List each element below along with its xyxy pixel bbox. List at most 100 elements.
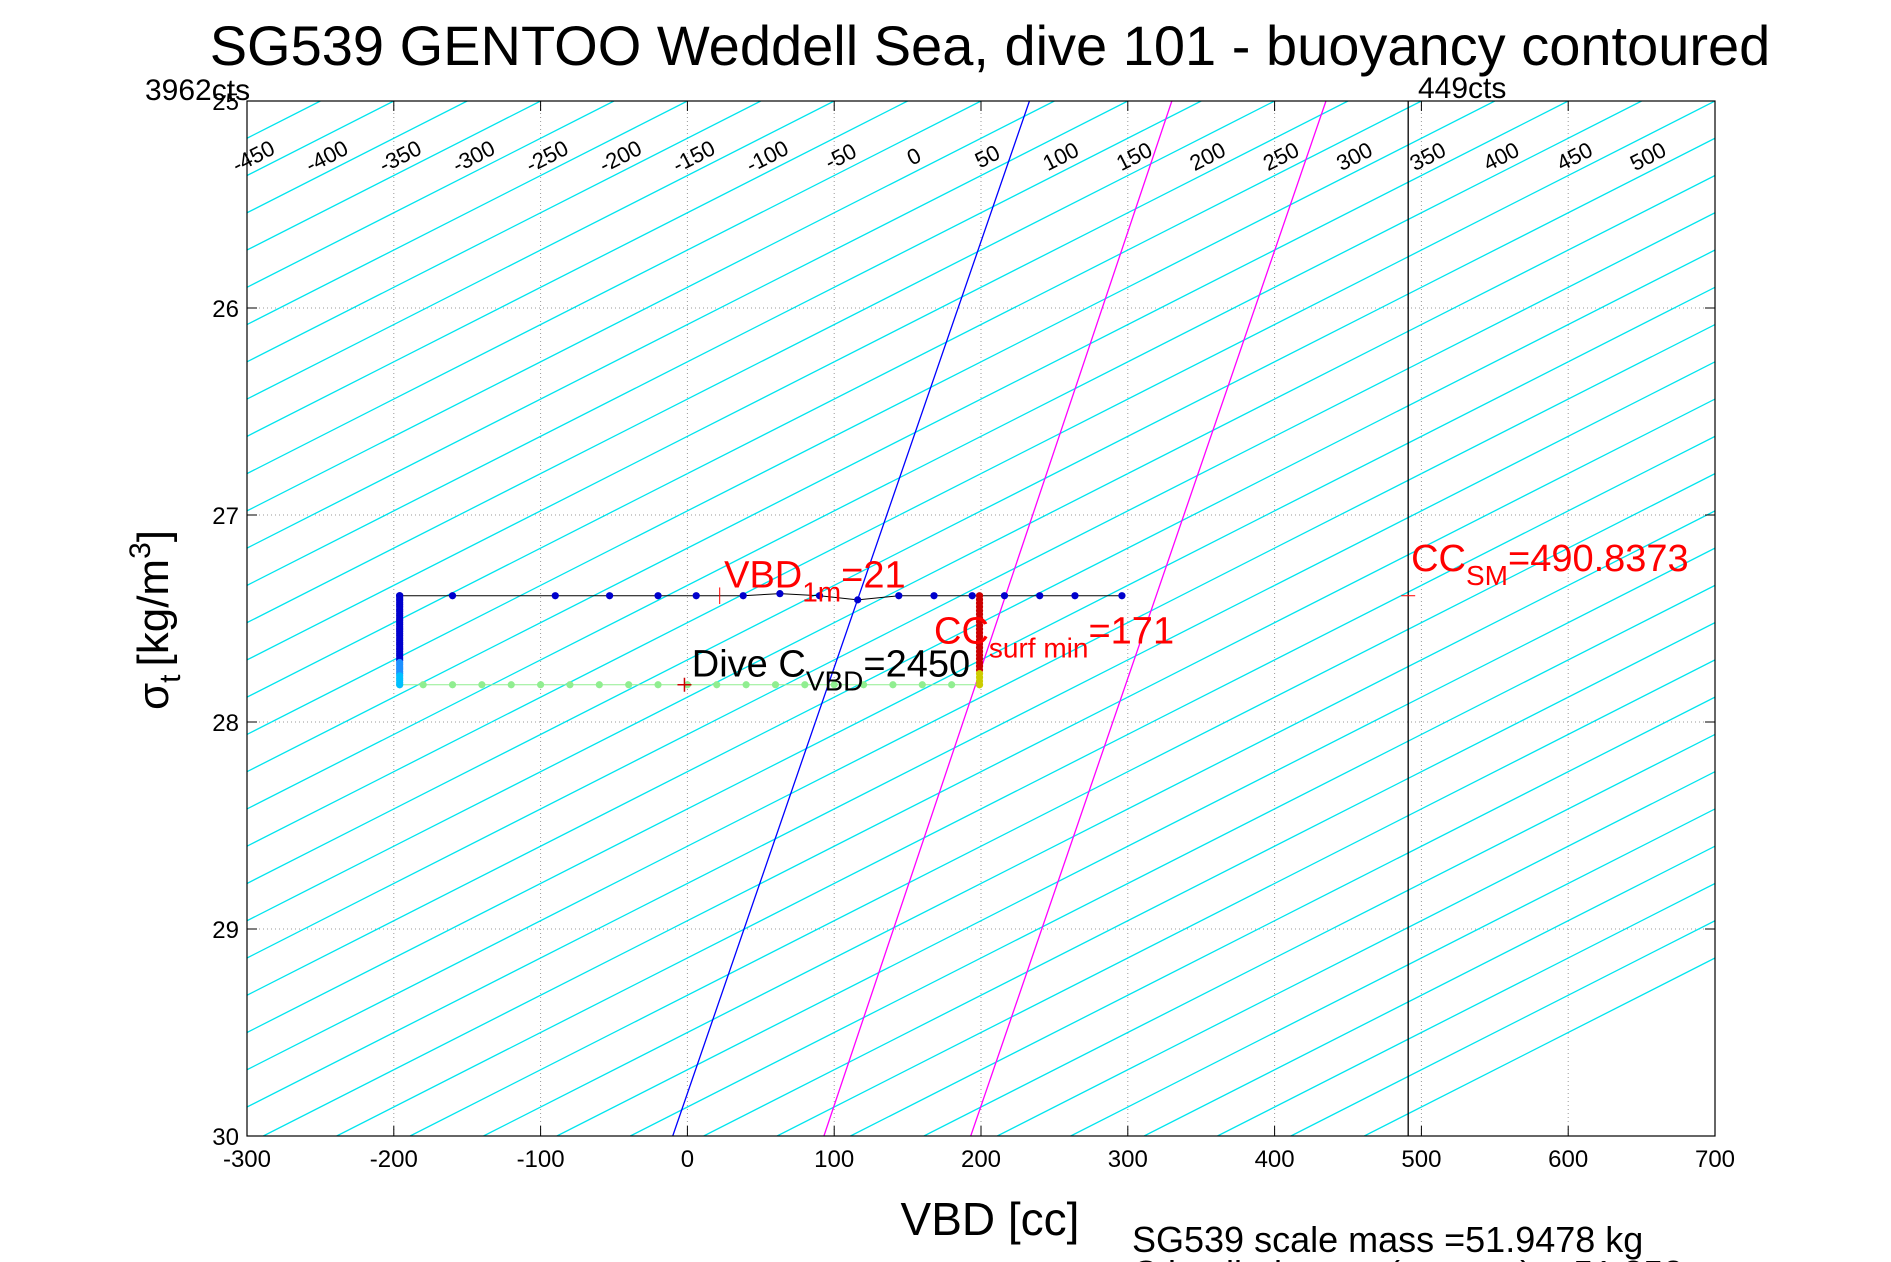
contour-line <box>483 510 1715 1136</box>
data-point <box>654 592 662 600</box>
footer-line: C implied mass (apogee) = 51.853 <box>1132 1253 1683 1262</box>
data-point <box>771 681 780 689</box>
contour-line <box>247 212 1715 959</box>
reference-line <box>823 101 1173 1136</box>
contour-line <box>336 435 1715 1136</box>
data-point <box>1071 592 1079 600</box>
contour-line <box>1364 957 1715 1136</box>
contour-line <box>1070 808 1715 1136</box>
contour-label: -250 <box>522 135 573 177</box>
data-point <box>776 590 784 598</box>
x-tick-label: -300 <box>223 1146 271 1173</box>
contour-line <box>703 621 1715 1136</box>
data-point <box>889 681 897 689</box>
data-point <box>448 681 457 689</box>
reference-line <box>970 101 1327 1136</box>
y-label-symbol: σ <box>129 683 178 710</box>
x-tick-label: 200 <box>961 1146 1001 1173</box>
contour-line <box>247 101 982 475</box>
data-point <box>625 681 633 689</box>
contour-line <box>263 398 1715 1136</box>
x-tick-label: 300 <box>1108 1146 1148 1173</box>
footer-line: SG539 scale mass =51.9478 kg <box>1132 1219 1643 1260</box>
data-point <box>1036 592 1044 600</box>
data-point <box>478 681 486 689</box>
data-point <box>551 592 559 600</box>
contour-line <box>247 249 1715 996</box>
contour-line <box>247 174 1715 922</box>
x-tick-label: 700 <box>1695 1146 1735 1173</box>
x-axis-ticks: -300 -200 -100 0 100 200 300 400 500 600 700 <box>223 101 1735 1173</box>
contour-line <box>247 286 1715 1034</box>
data-point <box>801 681 809 689</box>
contour-line <box>247 101 1275 624</box>
contour-label: 0 <box>903 142 925 170</box>
contour-line <box>997 770 1715 1136</box>
contour-line <box>247 101 908 438</box>
y-tick-label: 28 <box>212 710 239 737</box>
contour-line <box>247 101 688 326</box>
contour-line <box>247 101 1569 773</box>
x-tick-label: -100 <box>517 1146 565 1173</box>
annotation-subscript: VBD <box>806 665 864 696</box>
annotation: VBD1m=21 <box>724 554 906 607</box>
y-label-close: ] <box>129 530 178 542</box>
annotation-value: =2450 <box>863 643 970 685</box>
corner-label-right: 449cts <box>1418 72 1506 105</box>
contour-line <box>1290 919 1715 1136</box>
y-axis-ticks: 25 26 27 28 29 30 <box>212 89 1715 1151</box>
buoyancy-contours <box>0 101 1715 1136</box>
data-point <box>396 681 404 689</box>
reference-line <box>672 101 1031 1136</box>
data-point <box>854 596 862 604</box>
data-point <box>654 681 662 689</box>
contour-labels: -450 -400 -350 -300 -250 -200 -150 -100 -50 0 50 10… <box>228 135 1670 177</box>
annotation-value: =490.8373 <box>1508 538 1689 580</box>
x-tick-label: 400 <box>1255 1146 1295 1173</box>
contour-line <box>247 101 395 177</box>
annotation: Dive CVBD=2450 <box>692 643 970 696</box>
contour-line <box>247 101 541 251</box>
x-tick-label: -200 <box>370 1146 418 1173</box>
annotation-main: VBD <box>724 554 802 596</box>
data-point <box>1118 592 1126 600</box>
annotation-subscript: surf min <box>989 632 1089 663</box>
y-tick-label: 26 <box>212 296 239 323</box>
contour-line <box>247 101 1496 736</box>
contour-line <box>247 323 1715 1071</box>
svg-text:σt[kg/m3]: σt [kg/m3] <box>124 530 187 710</box>
x-tick-label: 0 <box>681 1146 694 1173</box>
y-tick-label: 27 <box>212 503 239 530</box>
annotation-main: CC <box>934 610 989 652</box>
contour-line <box>247 101 1202 587</box>
y-label-unit: [kg/m <box>129 559 178 667</box>
data-point <box>830 681 838 689</box>
data-point <box>692 592 700 600</box>
contour-line <box>556 547 1715 1136</box>
contour-label: -100 <box>742 135 793 177</box>
contour-line <box>247 101 615 289</box>
x-tick-label: 100 <box>814 1146 854 1173</box>
data-point <box>895 592 903 600</box>
annotation-value: =21 <box>841 554 905 596</box>
chart-title: SG539 GENTOO Weddell Sea, dive 101 - buo… <box>210 14 1771 77</box>
data-point <box>742 681 750 689</box>
contour-line <box>0 101 100 1136</box>
contour-line <box>247 101 762 363</box>
contour-line <box>850 696 1715 1136</box>
data-point <box>948 681 956 689</box>
annotation-subscript: 1m <box>802 576 841 607</box>
y-tick-label: 25 <box>212 89 239 116</box>
data-point <box>713 681 721 689</box>
contour-line <box>247 101 1349 661</box>
contour-label: -350 <box>375 135 426 177</box>
data-point <box>595 681 603 689</box>
reference-lines <box>672 101 1409 1136</box>
contour-line <box>1143 845 1715 1136</box>
annotation-subscript: SM <box>1466 560 1508 591</box>
footer-text: SG539 scale mass =51.9478 kgC implied ma… <box>1132 1219 1683 1262</box>
data-point <box>930 592 938 600</box>
contour-line <box>247 361 1715 1108</box>
